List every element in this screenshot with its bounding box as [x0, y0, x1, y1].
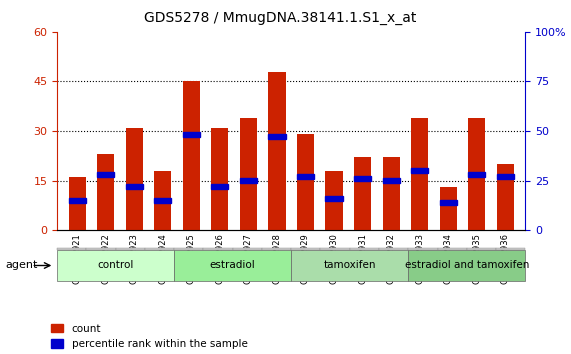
Bar — [383, 158, 400, 230]
Bar — [440, 187, 457, 230]
Bar — [268, 72, 286, 230]
Bar — [497, 164, 514, 230]
Bar — [69, 198, 86, 203]
Text: GDS5278 / MmugDNA.38141.1.S1_x_at: GDS5278 / MmugDNA.38141.1.S1_x_at — [143, 11, 416, 25]
Bar — [183, 132, 200, 137]
Bar — [468, 118, 485, 230]
Bar — [354, 176, 371, 181]
Bar — [97, 172, 114, 177]
Bar — [297, 174, 314, 179]
Bar — [240, 178, 257, 183]
Bar — [354, 158, 371, 230]
Bar — [325, 171, 343, 230]
Bar — [440, 200, 457, 205]
Bar — [383, 178, 400, 183]
Bar — [97, 154, 114, 230]
Text: control: control — [98, 261, 134, 270]
Bar — [468, 172, 485, 177]
Text: agent: agent — [6, 261, 38, 270]
Legend: count, percentile rank within the sample: count, percentile rank within the sample — [51, 324, 248, 349]
Bar — [126, 184, 143, 189]
Bar — [325, 196, 343, 201]
Text: tamoxifen: tamoxifen — [324, 261, 376, 270]
Bar — [183, 81, 200, 230]
Bar — [297, 134, 314, 230]
Bar — [268, 135, 286, 139]
Bar — [211, 184, 228, 189]
Bar — [154, 198, 171, 203]
Bar — [411, 118, 428, 230]
Bar — [154, 171, 171, 230]
Bar — [240, 118, 257, 230]
Bar — [69, 177, 86, 230]
Bar — [497, 174, 514, 179]
Bar — [211, 128, 228, 230]
Bar — [411, 168, 428, 173]
Text: estradiol and tamoxifen: estradiol and tamoxifen — [405, 261, 529, 270]
Bar — [126, 128, 143, 230]
Text: estradiol: estradiol — [210, 261, 256, 270]
